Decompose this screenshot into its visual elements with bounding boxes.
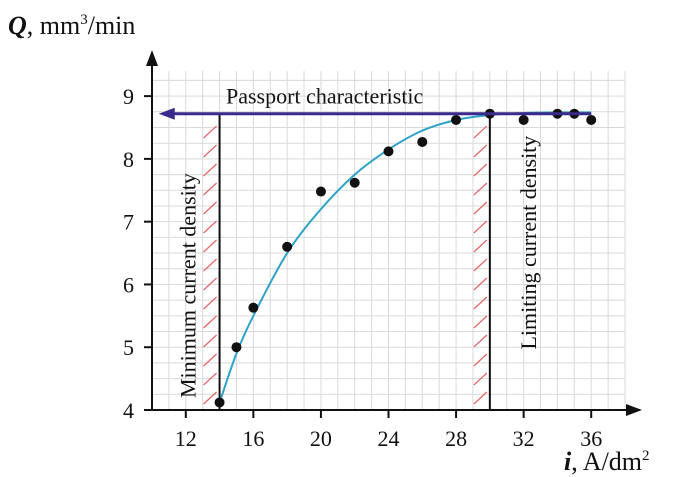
hatch-mark: [473, 182, 488, 196]
y-tick-label: 8: [123, 147, 134, 172]
x-tick-label: 24: [378, 426, 400, 451]
x-tick-label: 20: [310, 426, 332, 451]
data-point: [231, 342, 242, 353]
x-axis-unit-exponent: 2: [642, 448, 650, 464]
y-tick-label: 9: [123, 84, 134, 109]
data-point: [518, 114, 529, 125]
x-tick-label: 36: [580, 426, 602, 451]
x-axis-unit: , A/dm: [571, 447, 642, 476]
hatch-mark: [473, 144, 488, 158]
data-point: [417, 136, 428, 147]
passport-label: Passport characteristic: [226, 84, 424, 109]
y-axis-symbol: Q: [8, 11, 27, 40]
y-axis-unit-rest: /min: [88, 11, 136, 40]
hatch-marks: [203, 125, 488, 405]
y-axis-unit: , mm: [27, 11, 80, 40]
hatch-mark: [203, 296, 217, 310]
hatch-mark: [203, 125, 217, 139]
data-point: [214, 397, 225, 408]
axes: [146, 50, 642, 416]
hatch-mark: [203, 144, 217, 158]
minimum-density-label: Minimum current density: [176, 173, 201, 398]
y-axis-title: Q, mm3/min: [8, 11, 135, 40]
hatch-mark: [203, 372, 217, 386]
x-tick-label: 32: [513, 426, 535, 451]
hatch-mark: [203, 239, 217, 253]
hatch-mark: [203, 258, 217, 272]
x-tick-label: 28: [445, 426, 467, 451]
hatch-mark: [473, 258, 488, 272]
hatch-mark: [473, 334, 488, 348]
hatch-mark: [473, 163, 488, 177]
y-tick-label: 7: [123, 210, 134, 235]
y-axis-unit-exponent: 3: [80, 12, 88, 28]
hatch-mark: [203, 182, 217, 196]
y-tick-label: 6: [123, 272, 134, 297]
data-point: [315, 186, 326, 197]
data-point: [451, 114, 462, 125]
hatch-mark: [473, 372, 488, 386]
hatch-mark: [473, 353, 488, 367]
x-axis-symbol: i: [564, 447, 572, 476]
limiting-density-label: Limiting current density: [516, 136, 541, 350]
y-tick-label: 4: [123, 398, 134, 423]
x-tick-label: 16: [242, 426, 264, 451]
data-point: [248, 302, 259, 313]
passport-characteristic: [158, 107, 592, 120]
tick-labels: 12 16 20 24 28 32 36 4 5 6 7 8 9: [123, 84, 602, 451]
hatch-mark: [203, 220, 217, 234]
grid: [151, 71, 626, 411]
hatch-mark: [203, 201, 217, 215]
x-axis-title: i, A/dm2: [564, 447, 650, 476]
x-tick-label: 12: [175, 426, 197, 451]
hatch-mark: [203, 353, 217, 367]
density-lines: [218, 113, 491, 410]
y-axis-arrowhead: [146, 50, 158, 66]
y-tick-label: 5: [123, 335, 134, 360]
passport-arrowhead: [158, 107, 175, 120]
hatch-mark: [203, 334, 217, 348]
hatch-mark: [203, 315, 217, 329]
x-axis-arrowhead: [626, 404, 642, 416]
hatch-mark: [473, 220, 488, 234]
hatch-mark: [473, 125, 488, 139]
hatch-mark: [473, 315, 488, 329]
hatch-mark: [203, 163, 217, 177]
hatch-mark: [473, 391, 488, 405]
data-point: [282, 241, 293, 252]
hatch-mark: [473, 201, 488, 215]
hatch-mark: [203, 391, 217, 405]
hatch-mark: [473, 277, 488, 291]
hatch-mark: [203, 277, 217, 291]
data-point: [586, 114, 597, 125]
data-point: [383, 146, 394, 157]
data-point: [349, 177, 360, 188]
hatch-mark: [473, 239, 488, 253]
hatch-mark: [473, 296, 488, 310]
